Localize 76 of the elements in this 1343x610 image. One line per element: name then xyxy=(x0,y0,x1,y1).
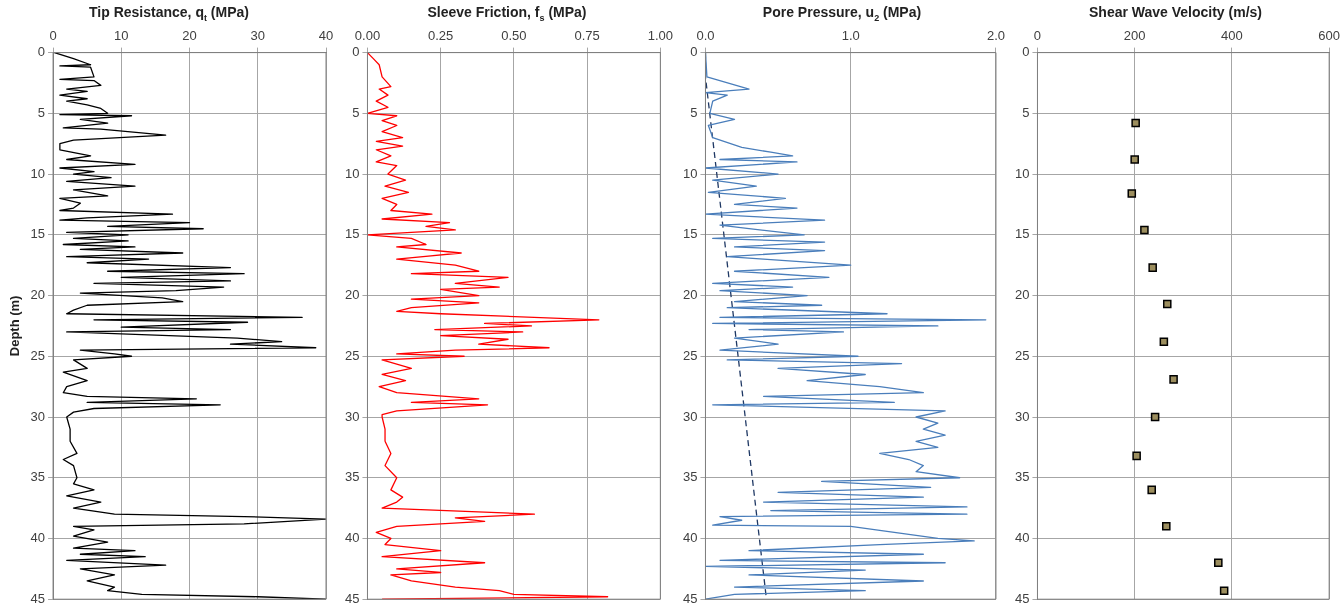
x-tick-label: 0 xyxy=(49,28,57,44)
x-tick-label: 400 xyxy=(1221,28,1243,44)
chart-title: Sleeve Friction, f$_{s}$ (MPa) xyxy=(426,4,588,23)
y-tick-label: 0 xyxy=(690,44,698,60)
y-tick-label: 40 xyxy=(682,530,698,546)
chart-title: Shear Wave Velocity (m/s) xyxy=(1088,4,1263,20)
x-tick-label: 30 xyxy=(250,28,265,44)
y-tick-label: 40 xyxy=(1014,530,1030,546)
point xyxy=(1150,412,1160,422)
y-tick-label: 45 xyxy=(1014,590,1030,606)
y-tick-label: 35 xyxy=(1014,469,1030,485)
y-tick-label: 10 xyxy=(30,165,46,181)
y-tick-label: 30 xyxy=(30,408,46,424)
y-tick-label: 15 xyxy=(344,226,360,242)
y-tick-label: 35 xyxy=(30,469,46,485)
y-tick-label: 35 xyxy=(344,469,360,485)
y-tick-label: 20 xyxy=(344,287,360,303)
x-tick-label: 40 xyxy=(318,28,334,44)
point xyxy=(1169,375,1178,384)
y-tick-label: 30 xyxy=(344,408,360,424)
x-tick-label: 0.00 xyxy=(354,28,381,44)
chart-title: Pore Pressure, u$_{2}$ (MPa) xyxy=(761,4,923,23)
x-tick-label: 0.50 xyxy=(501,28,527,44)
y-tick-label: 0 xyxy=(352,44,360,60)
y-tick-label: 40 xyxy=(344,530,360,546)
x-tick-label: 0.75 xyxy=(574,28,600,44)
y-tick-label: 45 xyxy=(682,590,698,606)
y-tick-label: 25 xyxy=(344,347,360,363)
x-tick-label: 200 xyxy=(1123,28,1146,44)
y-axis-title: Depth (m) xyxy=(7,295,23,357)
y-tick-label: 20 xyxy=(30,287,46,303)
y-tick-label: 45 xyxy=(344,590,360,606)
point xyxy=(1159,337,1169,346)
y-tick-label: 5 xyxy=(352,104,360,120)
point xyxy=(1132,451,1141,461)
y-tick-label: 15 xyxy=(30,226,46,242)
chart-title: Tip Resistance, q$_{t}$ (MPa) xyxy=(88,4,250,23)
x-tick-label: 0 xyxy=(1033,28,1042,44)
y-tick-label: 5 xyxy=(1022,104,1030,120)
x-tick-label: 20 xyxy=(182,28,197,44)
point xyxy=(1162,299,1172,309)
y-tick-label: 15 xyxy=(1014,226,1030,242)
y-tick-label: 10 xyxy=(344,165,360,181)
y-tick-label: 30 xyxy=(682,408,698,424)
x-tick-label: 600 xyxy=(1318,28,1341,44)
y-tick-label: 40 xyxy=(30,530,46,546)
y-tick-label: 5 xyxy=(37,104,46,120)
point xyxy=(1147,485,1156,495)
y-tick-label: 35 xyxy=(682,469,698,485)
x-tick-label: 1.00 xyxy=(647,28,674,44)
point xyxy=(1219,586,1229,595)
point xyxy=(1127,189,1137,198)
y-tick-label: 25 xyxy=(682,347,698,363)
point xyxy=(1162,522,1171,531)
x-tick-label: 2.0 xyxy=(986,28,1005,44)
x-tick-label: 1.0 xyxy=(841,28,860,44)
y-tick-label: 20 xyxy=(682,287,698,303)
point xyxy=(1214,558,1223,568)
y-tick-label: 45 xyxy=(30,590,46,606)
point xyxy=(1130,155,1139,164)
y-tick-label: 25 xyxy=(1014,347,1030,363)
y-tick-label: 0 xyxy=(37,44,46,60)
point xyxy=(1131,118,1140,128)
y-tick-label: 30 xyxy=(1014,408,1030,424)
y-tick-label: 10 xyxy=(1014,165,1030,181)
y-tick-label: 25 xyxy=(30,347,46,363)
point xyxy=(1148,263,1157,272)
x-tick-label: 0.0 xyxy=(696,28,715,44)
x-tick-label: 0.25 xyxy=(428,28,454,44)
x-tick-label: 10 xyxy=(114,28,129,44)
y-tick-label: 0 xyxy=(1022,44,1030,60)
point xyxy=(1140,225,1149,235)
y-tick-label: 15 xyxy=(682,226,698,242)
y-tick-label: 20 xyxy=(1014,287,1030,303)
y-tick-label: 10 xyxy=(682,165,698,181)
y-tick-label: 5 xyxy=(690,104,698,120)
